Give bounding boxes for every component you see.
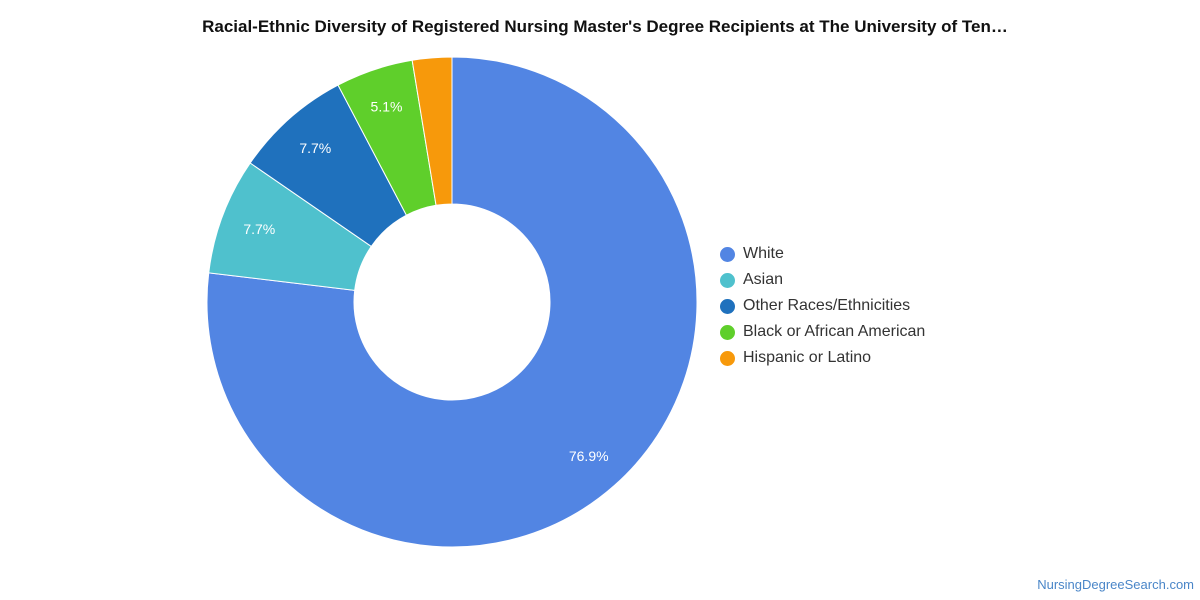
legend-label: White bbox=[743, 245, 784, 262]
legend-item-hispanic[interactable]: Hispanic or Latino bbox=[720, 345, 925, 371]
source-credit-link[interactable]: NursingDegreeSearch.com bbox=[1037, 577, 1194, 592]
legend-label: Black or African American bbox=[743, 323, 926, 340]
chart-title: Racial-Ethnic Diversity of Registered Nu… bbox=[202, 17, 1008, 36]
slice-value-label: 7.7% bbox=[243, 221, 275, 237]
legend-item-asian[interactable]: Asian bbox=[720, 267, 925, 293]
donut-slice-hispanic-or-latino[interactable] bbox=[411, 56, 453, 206]
legend-swatch bbox=[720, 324, 735, 340]
legend-item-other[interactable]: Other Races/Ethnicities bbox=[720, 293, 925, 319]
chart-legend: White Asian Other Races/Ethnicities Blac… bbox=[720, 241, 925, 371]
slice-value-label: 5.1% bbox=[371, 99, 403, 115]
legend-swatch bbox=[720, 298, 735, 314]
legend-swatch bbox=[720, 246, 735, 262]
legend-item-white[interactable]: White bbox=[720, 241, 925, 267]
legend-item-black[interactable]: Black or African American bbox=[720, 319, 925, 345]
legend-label: Asian bbox=[743, 271, 784, 288]
legend-label: Hispanic or Latino bbox=[743, 349, 872, 366]
legend-label: Other Races/Ethnicities bbox=[743, 297, 911, 314]
legend-swatch bbox=[720, 350, 735, 366]
legend-swatch bbox=[720, 272, 735, 288]
slice-value-label: 76.9% bbox=[569, 448, 609, 464]
slice-value-label: 7.7% bbox=[299, 140, 331, 156]
donut-slice-white[interactable] bbox=[206, 56, 698, 548]
